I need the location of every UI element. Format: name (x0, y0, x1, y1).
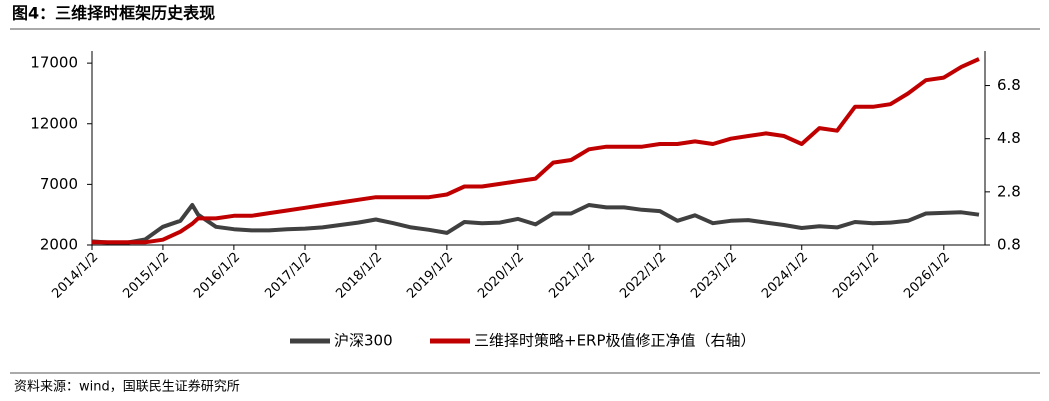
x-tick-label: 2021/1/2 (546, 250, 598, 302)
x-tick-label: 2017/1/2 (262, 250, 314, 302)
x-tick-label: 2014/1/2 (49, 250, 101, 302)
x-tick-label: 2025/1/2 (830, 250, 882, 302)
x-tick-label: 2019/1/2 (404, 250, 456, 302)
y2-tick-label: 6.8 (997, 76, 1021, 94)
source-note: 资料来源：wind，国联民生证券研究所 (14, 379, 240, 395)
x-tick-label: 2024/1/2 (759, 250, 811, 302)
x-tick-label: 2015/1/2 (120, 250, 172, 302)
y-tick-label: 2000 (40, 236, 78, 254)
y-tick-label: 12000 (30, 114, 78, 132)
y2-tick-label: 0.8 (997, 236, 1021, 254)
chart-title: 图4：三维择时框架历史表现 (12, 4, 215, 23)
y-tick-label: 7000 (40, 175, 78, 193)
y2-tick-label: 4.8 (997, 129, 1021, 147)
y-tick-label: 17000 (30, 54, 78, 72)
x-tick-label: 2016/1/2 (191, 250, 243, 302)
x-tick-label: 2018/1/2 (333, 250, 385, 302)
x-tick-label: 2022/1/2 (617, 250, 669, 302)
x-tick-label: 2023/1/2 (688, 250, 740, 302)
series-line (92, 57, 980, 245)
x-tick-label: 2026/1/2 (901, 250, 953, 302)
y2-tick-label: 2.8 (997, 182, 1021, 200)
x-tick-label: 2020/1/2 (475, 250, 527, 302)
legend-label: 三维择时策略+ERP极值修正净值（右轴） (474, 332, 756, 350)
series-line (91, 203, 980, 245)
legend-label: 沪深300 (334, 332, 393, 350)
